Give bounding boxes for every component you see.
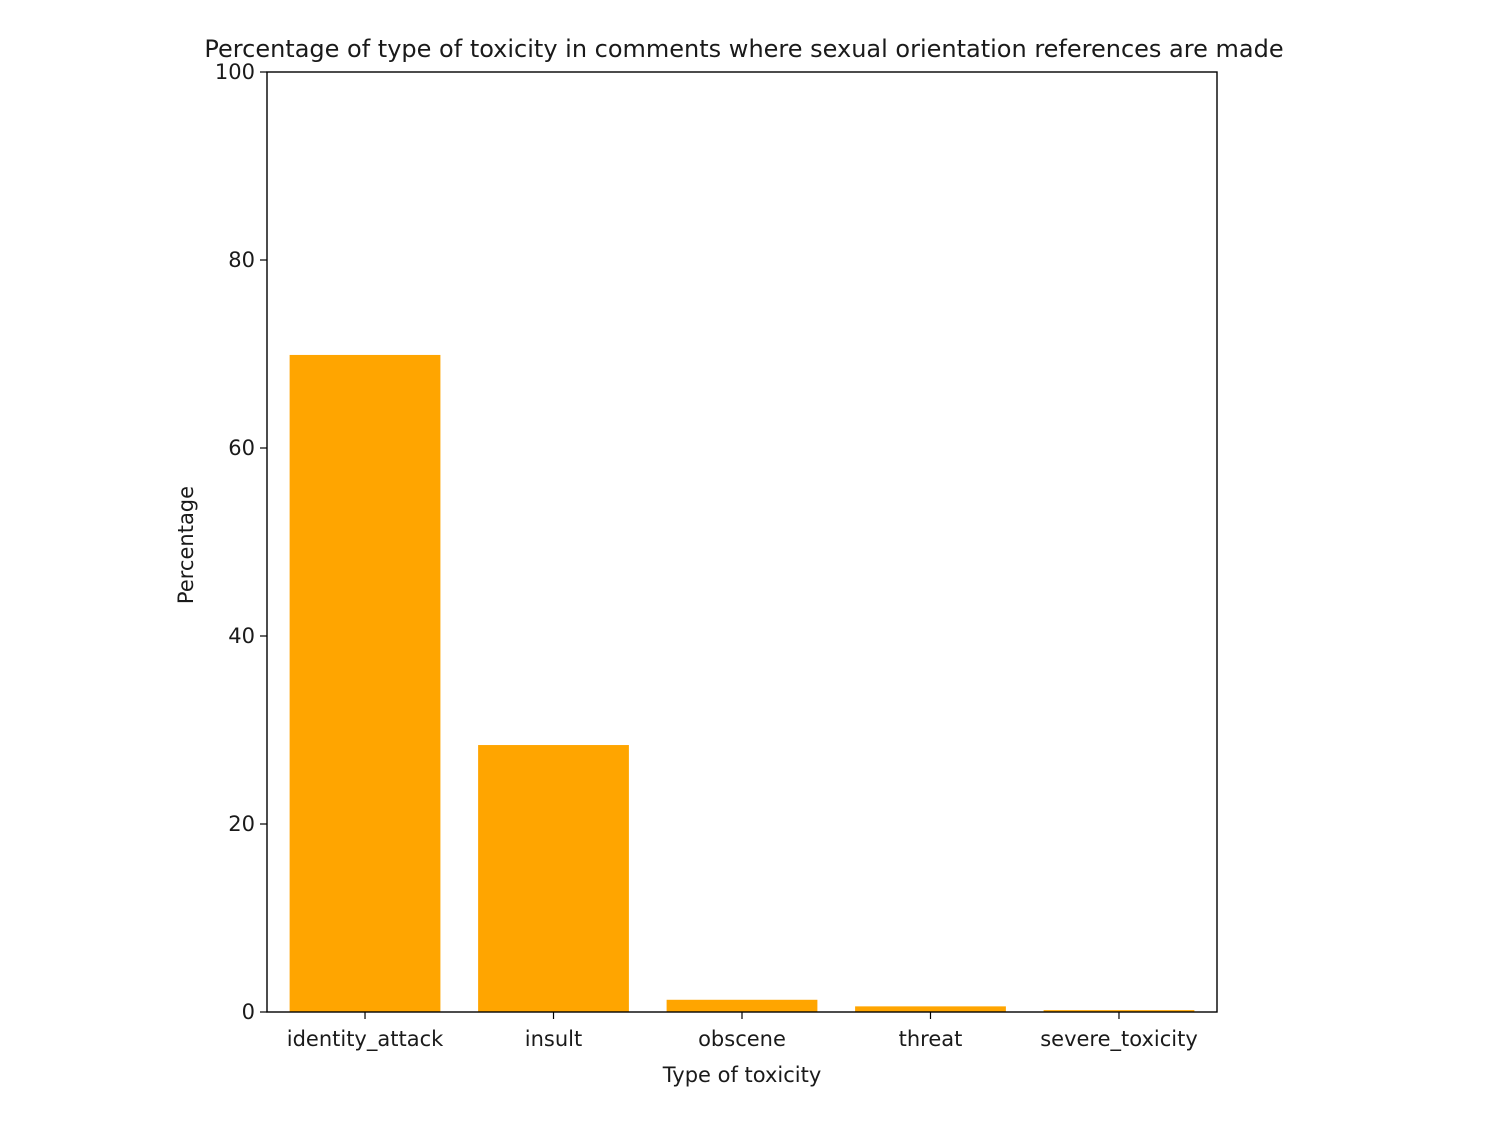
y-tick-label: 100 [215,60,255,84]
x-tick-label: obscene [698,1027,786,1051]
x-axis-label: Type of toxicity [662,1063,822,1087]
x-tick-label: identity_attack [287,1027,444,1052]
x-tick-label: insult [525,1027,582,1051]
bar-obscene [666,999,818,1012]
bar-severe-toxicity [1043,1010,1195,1012]
y-axis-ticks: 0 20 40 60 80 100 [215,60,267,1024]
y-tick-label: 0 [242,1000,255,1024]
x-tick-label: severe_toxicity [1040,1027,1198,1052]
bar-threat [855,1006,1006,1012]
bars-group [289,354,1195,1012]
bar-insult [478,745,629,1012]
y-tick-label: 80 [228,248,255,272]
y-axis-label: Percentage [174,486,198,604]
bar-identity-attack [289,354,441,1012]
x-tick-label: threat [899,1027,963,1051]
chart-title: Percentage of type of toxicity in commen… [204,35,1283,63]
y-tick-label: 60 [228,436,255,460]
y-tick-label: 40 [228,624,255,648]
x-axis-ticks: identity_attack insult obscene threat severe… [287,1012,1198,1052]
plot-frame [266,71,1218,1013]
y-tick-label: 20 [228,812,255,836]
